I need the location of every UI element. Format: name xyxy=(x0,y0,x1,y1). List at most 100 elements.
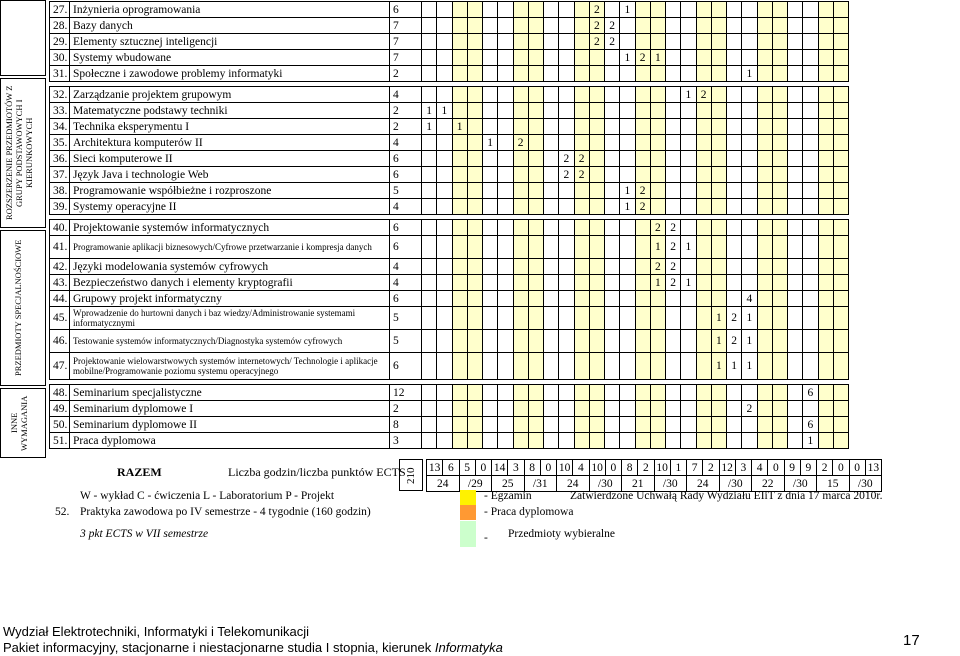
course-number: 28. xyxy=(49,17,70,34)
course-hours-cell xyxy=(436,150,453,167)
course-hours-cell xyxy=(603,49,621,66)
course-hours-cell xyxy=(420,134,438,151)
course-hours-cell xyxy=(512,352,529,380)
summary-ects-cell: /30 xyxy=(653,475,687,492)
course-hours-cell xyxy=(420,166,438,183)
course-hours-cell xyxy=(695,102,712,119)
course-hours-cell xyxy=(756,235,773,259)
course-hours-cell xyxy=(420,416,438,433)
course-hours-cell xyxy=(619,416,636,433)
course-hours-cell xyxy=(542,86,560,103)
course-hours-cell xyxy=(771,150,789,167)
course-hours-cell xyxy=(527,118,545,135)
course-hours-cell: 2 xyxy=(573,166,590,183)
course-hours-cell xyxy=(817,198,834,215)
course-hours-cell xyxy=(588,49,606,66)
course-hours-cell xyxy=(558,258,575,275)
course-ects: 4 xyxy=(389,258,422,275)
course-hours-cell xyxy=(756,258,773,275)
course-hours-cell xyxy=(695,150,712,167)
course-hours-cell xyxy=(481,166,499,183)
course-hours-cell xyxy=(542,274,560,291)
summary-hours-cell: 13 xyxy=(864,459,883,476)
course-hours-cell xyxy=(756,49,773,66)
course-hours-cell xyxy=(756,306,773,330)
course-hours-cell xyxy=(802,150,819,167)
course-hours-cell xyxy=(649,102,667,119)
course-hours-cell xyxy=(588,219,606,236)
course-hours-cell xyxy=(786,258,804,275)
course-hours-cell xyxy=(436,49,453,66)
course-hours-cell xyxy=(756,352,773,380)
course-hours-cell xyxy=(420,17,438,34)
course-hours-cell xyxy=(451,432,468,449)
course-hours-cell: 1 xyxy=(710,352,728,380)
course-hours-cell: 2 xyxy=(664,235,682,259)
course-hours-cell xyxy=(634,86,651,103)
course-hours-cell xyxy=(512,118,529,135)
course-hours-cell: 1 xyxy=(420,118,438,135)
course-hours-cell xyxy=(588,65,606,82)
course-hours-cell xyxy=(497,166,514,183)
course-hours-cell xyxy=(542,166,560,183)
course-hours-cell xyxy=(466,290,484,307)
course-hours-cell xyxy=(420,182,438,199)
course-hours-cell xyxy=(817,86,834,103)
course-ects: 6 xyxy=(389,150,422,167)
course-hours-cell xyxy=(527,65,545,82)
course-number: 33. xyxy=(49,102,70,119)
course-hours-cell xyxy=(832,198,850,215)
course-hours-cell xyxy=(680,182,697,199)
course-number: 29. xyxy=(49,33,70,50)
course-hours-cell xyxy=(542,150,560,167)
summary-hours-cell: 6 xyxy=(442,459,460,476)
course-number: 43. xyxy=(49,274,70,291)
course-hours-cell xyxy=(817,166,834,183)
course-hours-cell xyxy=(771,49,789,66)
course-hours-cell xyxy=(786,306,804,330)
course-hours-cell xyxy=(710,49,728,66)
course-hours-cell xyxy=(695,33,712,50)
course-number: 30. xyxy=(49,49,70,66)
course-hours-cell xyxy=(634,416,651,433)
course-hours-cell xyxy=(710,134,728,151)
course-hours-cell xyxy=(466,329,484,353)
course-hours-cell xyxy=(466,274,484,291)
course-hours-cell xyxy=(725,198,743,215)
course-hours-cell: 1 xyxy=(725,352,743,380)
course-hours-cell xyxy=(710,198,728,215)
course-hours-cell xyxy=(466,65,484,82)
course-hours-cell xyxy=(649,182,667,199)
course-name: Projektowanie wielowarstwowych systemów … xyxy=(69,352,390,380)
course-ects: 2 xyxy=(389,65,422,82)
course-hours-cell xyxy=(664,65,682,82)
course-hours-cell xyxy=(817,150,834,167)
course-name: Systemy operacyjne II xyxy=(69,198,390,215)
course-hours-cell xyxy=(497,219,514,236)
course-hours-cell xyxy=(512,384,529,401)
course-hours-cell xyxy=(603,258,621,275)
course-hours-cell xyxy=(756,290,773,307)
course-hours-cell: 1 xyxy=(649,49,667,66)
course-hours-cell xyxy=(451,182,468,199)
course-hours-cell xyxy=(802,49,819,66)
course-hours-cell xyxy=(497,182,514,199)
course-name: Zarządzanie projektem grupowym xyxy=(69,86,390,103)
course-hours-cell xyxy=(802,274,819,291)
course-hours-cell xyxy=(725,290,743,307)
course-hours-cell xyxy=(664,384,682,401)
legend-practice-number: 52. xyxy=(55,506,70,518)
course-hours-cell xyxy=(603,86,621,103)
course-hours-cell xyxy=(466,134,484,151)
course-hours-cell xyxy=(451,17,468,34)
course-hours-cell xyxy=(786,134,804,151)
course-hours-cell xyxy=(817,274,834,291)
course-hours-cell xyxy=(466,400,484,417)
course-hours-cell xyxy=(558,102,575,119)
course-hours-cell xyxy=(436,329,453,353)
course-hours-cell xyxy=(466,33,484,50)
course-hours-cell xyxy=(436,198,453,215)
course-hours-cell xyxy=(619,134,636,151)
course-hours-cell xyxy=(619,329,636,353)
